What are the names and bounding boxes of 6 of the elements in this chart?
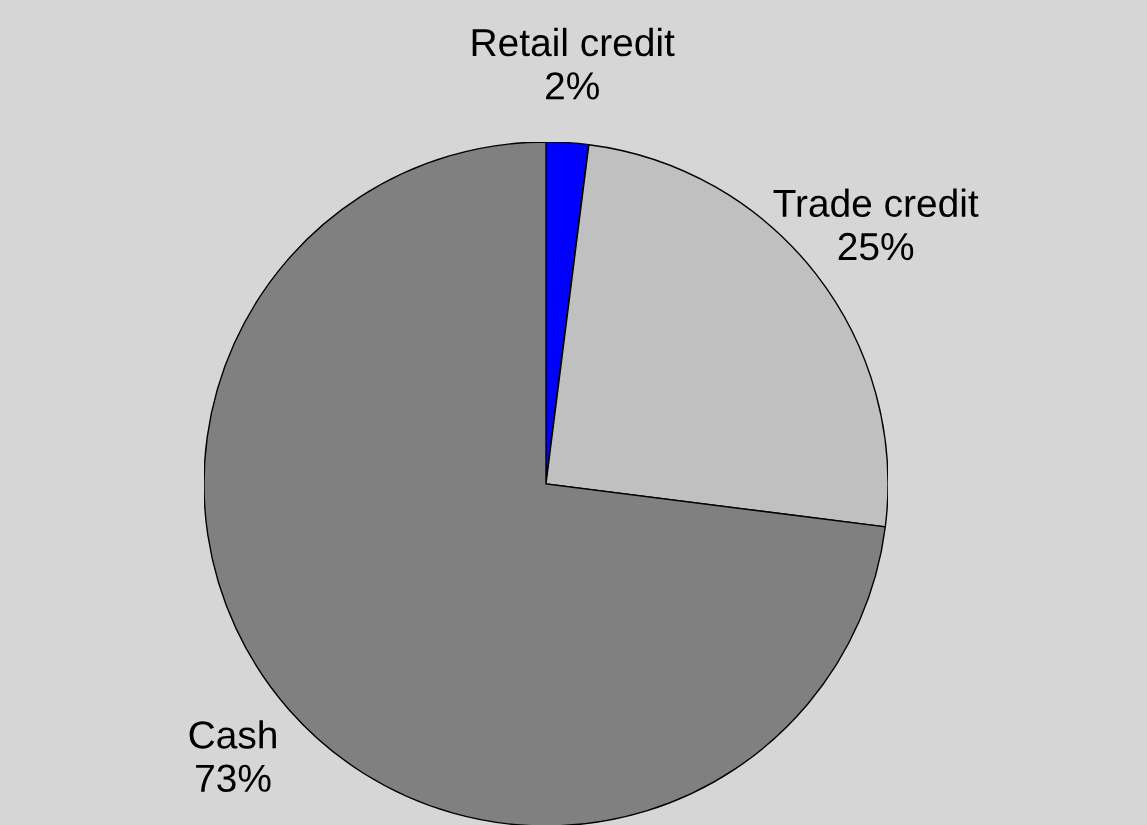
slice-label: Trade credit — [773, 188, 979, 218]
data-label: 25% — [838, 232, 914, 261]
slice-label: Retail credit — [472, 27, 675, 57]
slice-label: Cash — [189, 720, 276, 749]
data-label: 2% — [546, 72, 599, 100]
data-label: 73% — [196, 764, 271, 793]
